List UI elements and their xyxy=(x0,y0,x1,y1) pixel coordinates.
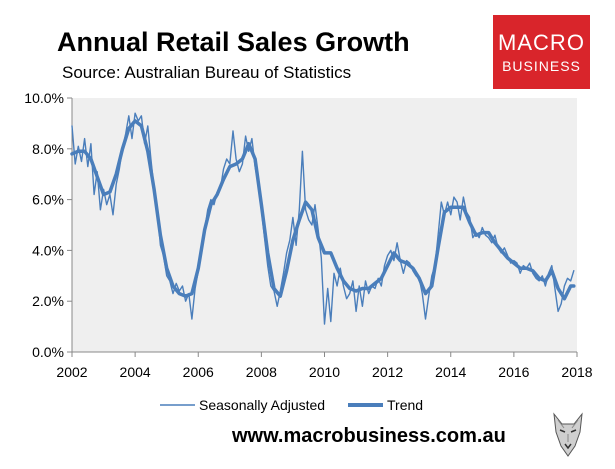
logo-line-2: BUSINESS xyxy=(502,58,581,74)
footer-url[interactable]: www.macrobusiness.com.au xyxy=(232,425,506,447)
x-tick-label: 2016 xyxy=(498,364,529,380)
x-tick-label: 2010 xyxy=(309,364,340,380)
x-tick-label: 2008 xyxy=(246,364,277,380)
y-tick-label: 4.0% xyxy=(32,242,64,258)
x-tick-label: 2002 xyxy=(56,364,87,380)
chart-source: Source: Australian Bureau of Statistics xyxy=(62,63,352,82)
y-tick-label: 8.0% xyxy=(32,141,64,157)
series-line-trend xyxy=(70,119,576,301)
y-tick-label: 10.0% xyxy=(24,90,64,106)
x-tick-label: 2012 xyxy=(372,364,403,380)
x-tick-label: 2004 xyxy=(120,364,151,380)
legend-label-trend: Trend xyxy=(387,397,423,413)
legend-label-seasonally-adjusted: Seasonally Adjusted xyxy=(199,397,325,413)
x-tick-label: 2006 xyxy=(183,364,214,380)
brand-logo: MACRO BUSINESS xyxy=(493,15,590,89)
logo-line-1: MACRO xyxy=(498,30,585,55)
y-tick-label: 0.0% xyxy=(32,344,64,360)
wolf-mascot-icon xyxy=(548,410,588,460)
chart-title: Annual Retail Sales Growth xyxy=(57,27,410,57)
y-tick-label: 2.0% xyxy=(32,293,64,309)
y-tick-label: 6.0% xyxy=(32,192,64,208)
x-tick-label: 2014 xyxy=(435,364,466,380)
x-tick-label: 2018 xyxy=(561,364,592,380)
